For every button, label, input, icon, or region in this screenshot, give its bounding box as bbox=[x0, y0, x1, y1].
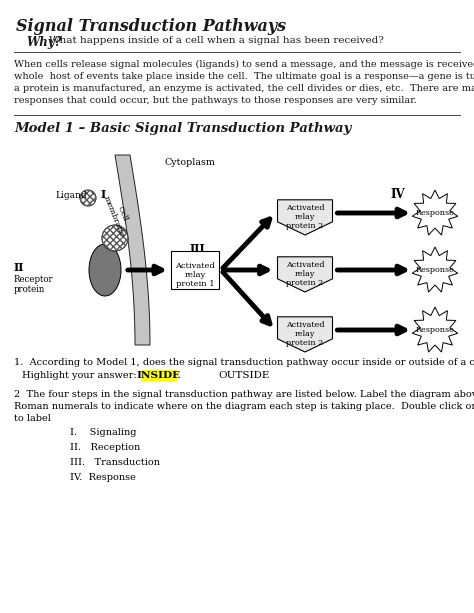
FancyBboxPatch shape bbox=[141, 370, 177, 381]
Text: Ligand: Ligand bbox=[55, 191, 87, 199]
Text: Cell
membrane: Cell membrane bbox=[102, 191, 134, 238]
Text: IV: IV bbox=[390, 188, 405, 201]
Text: 2  The four steps in the signal transduction pathway are listed below. Label the: 2 The four steps in the signal transduct… bbox=[14, 390, 474, 399]
Polygon shape bbox=[277, 200, 332, 235]
Polygon shape bbox=[412, 307, 458, 352]
Polygon shape bbox=[115, 155, 150, 345]
Polygon shape bbox=[277, 257, 332, 292]
Text: Model 1 – Basic Signal Transduction Pathway: Model 1 – Basic Signal Transduction Path… bbox=[14, 122, 351, 135]
Text: responses that could occur, but the pathways to those responses are very similar: responses that could occur, but the path… bbox=[14, 96, 417, 105]
Text: Signal Transduction Pathways: Signal Transduction Pathways bbox=[16, 18, 286, 35]
Text: Receptor
protein: Receptor protein bbox=[14, 275, 54, 294]
Text: Activated
relay
protein 2: Activated relay protein 2 bbox=[286, 204, 324, 230]
Text: Activated
relay
protein 2: Activated relay protein 2 bbox=[286, 261, 324, 287]
Text: I: I bbox=[101, 189, 106, 200]
Text: Response: Response bbox=[416, 209, 455, 217]
Text: IV.  Response: IV. Response bbox=[70, 473, 136, 482]
Text: II.   Reception: II. Reception bbox=[70, 443, 140, 452]
Text: INSIDE: INSIDE bbox=[137, 370, 181, 379]
Text: III: III bbox=[190, 243, 206, 254]
Text: Why?: Why? bbox=[26, 36, 62, 49]
Text: When cells release signal molecules (ligands) to send a message, and the message: When cells release signal molecules (lig… bbox=[14, 60, 474, 69]
Text: Activated
relay
protein 2: Activated relay protein 2 bbox=[286, 321, 324, 348]
Polygon shape bbox=[412, 190, 458, 235]
Text: a protein is manufactured, an enzyme is activated, the cell divides or dies, etc: a protein is manufactured, an enzyme is … bbox=[14, 84, 474, 93]
Text: Response: Response bbox=[416, 266, 455, 274]
Text: 1.  According to Model 1, does the signal transduction pathway occur inside or o: 1. According to Model 1, does the signal… bbox=[14, 358, 474, 367]
Text: Highlight your answer:: Highlight your answer: bbox=[22, 371, 137, 380]
Text: Roman numerals to indicate where on the diagram each step is taking place.  Doub: Roman numerals to indicate where on the … bbox=[14, 402, 474, 411]
Ellipse shape bbox=[89, 244, 121, 296]
Text: What happens inside of a cell when a signal has been received?: What happens inside of a cell when a sig… bbox=[49, 36, 384, 45]
Text: Activated
relay
protein 1: Activated relay protein 1 bbox=[175, 262, 215, 288]
Circle shape bbox=[102, 225, 128, 251]
Text: III.   Transduction: III. Transduction bbox=[70, 458, 160, 467]
Polygon shape bbox=[412, 247, 458, 292]
FancyBboxPatch shape bbox=[171, 251, 219, 289]
Text: II: II bbox=[14, 262, 25, 273]
Text: OUTSIDE: OUTSIDE bbox=[218, 370, 269, 379]
Text: Cytoplasm: Cytoplasm bbox=[165, 158, 216, 167]
Text: to label: to label bbox=[14, 414, 51, 423]
Text: I.    Signaling: I. Signaling bbox=[70, 428, 137, 437]
Circle shape bbox=[80, 190, 96, 206]
Polygon shape bbox=[277, 317, 332, 352]
Text: whole  host of events take place inside the cell.  The ultimate goal is a respon: whole host of events take place inside t… bbox=[14, 72, 474, 81]
Text: Response: Response bbox=[416, 326, 455, 334]
